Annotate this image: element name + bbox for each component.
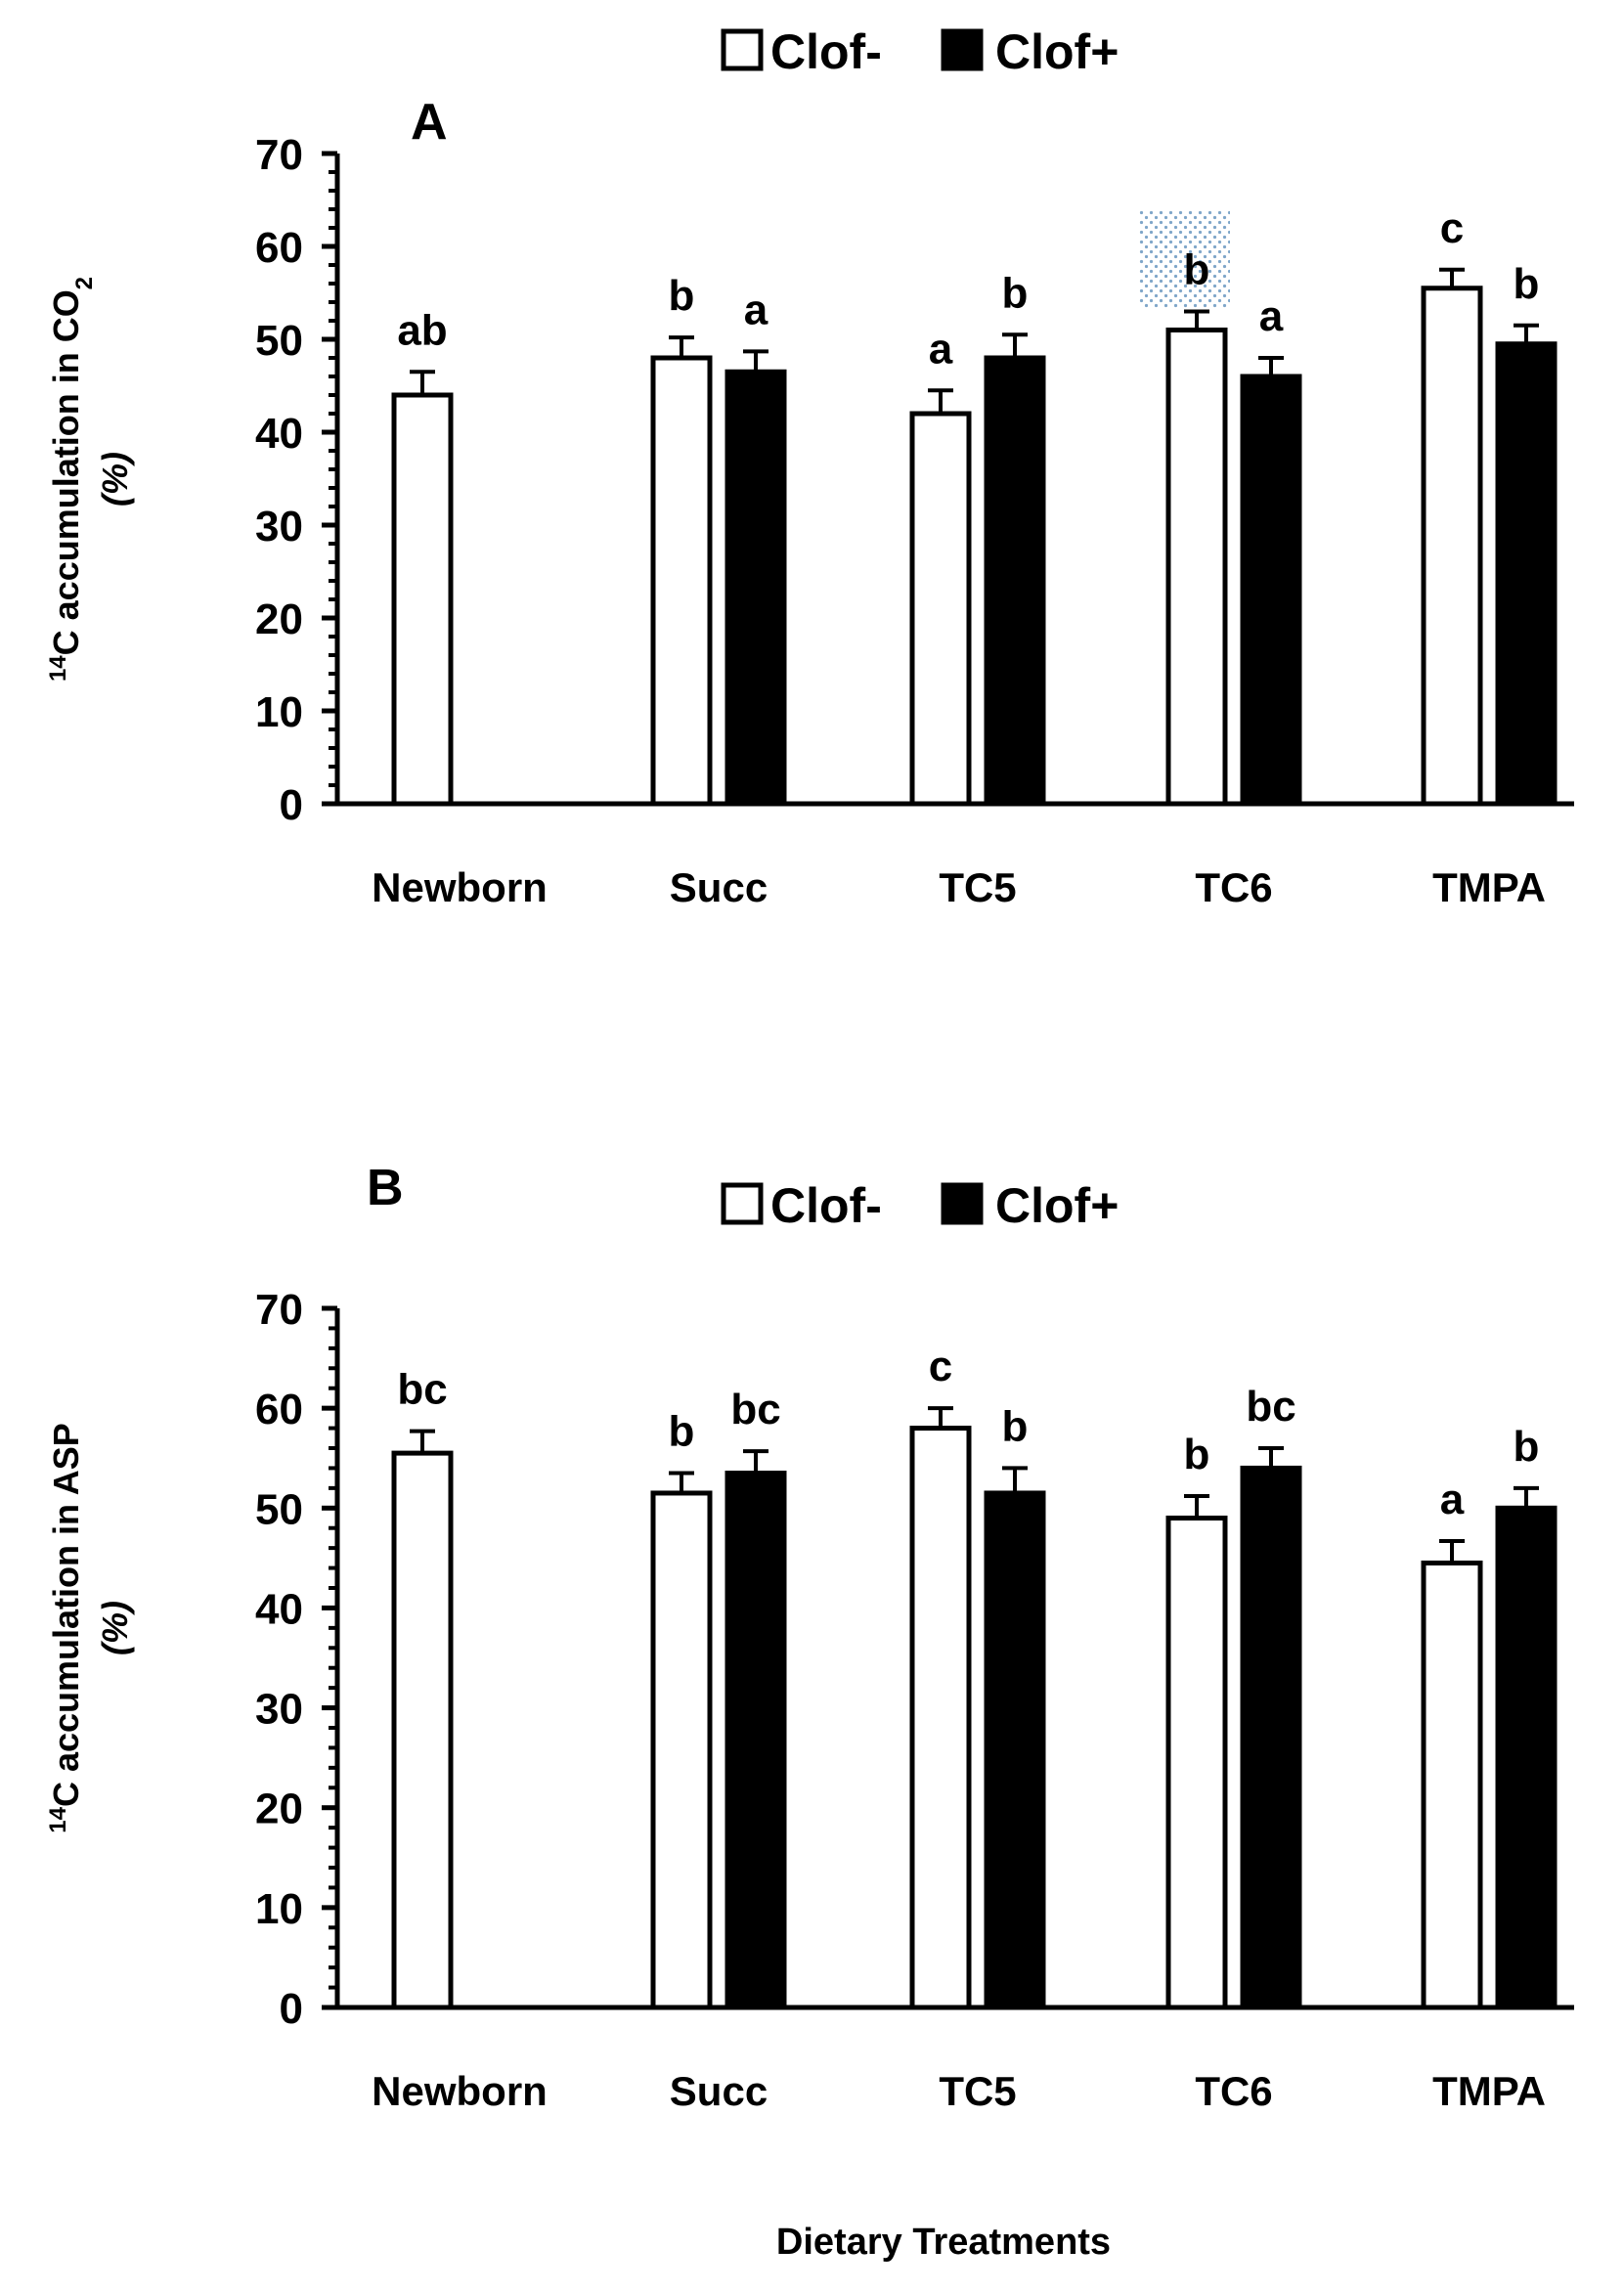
significance-label: a xyxy=(744,286,768,333)
y-tick-label: 0 xyxy=(280,781,303,829)
panel-letter: B xyxy=(367,1160,404,1216)
y-axis-title-main: C accumulation in ASP xyxy=(46,1423,86,1807)
y-axis-title-text: 14C accumulation in CO2 xyxy=(45,277,98,682)
x-category-label: Succ xyxy=(670,2068,768,2114)
y-tick-label: 30 xyxy=(255,503,303,551)
x-category-label: TMPA xyxy=(1432,2068,1546,2114)
bar-clof-minus xyxy=(1421,286,1483,807)
y-axis-title-superscript: 14 xyxy=(45,655,71,682)
y-tick-label: 60 xyxy=(255,1386,303,1433)
x-category-label: TC6 xyxy=(1195,864,1272,910)
x-category-label: Succ xyxy=(670,864,768,910)
y-tick-label: 40 xyxy=(255,410,303,458)
legend-label-clof-plus: Clof+ xyxy=(995,1178,1119,1233)
y-tick-label: 70 xyxy=(255,1286,303,1334)
y-tick-label: 0 xyxy=(280,1985,303,2033)
significance-label: bc xyxy=(397,1366,447,1414)
bar-clof-minus xyxy=(650,1490,713,2010)
y-axis-title-superscript: 14 xyxy=(45,1806,71,1832)
bar-clof-plus xyxy=(724,1471,787,2010)
legend-label-clof-plus: Clof+ xyxy=(995,24,1119,79)
y-tick-label: 70 xyxy=(255,131,303,179)
x-axis-title: Dietary Treatments xyxy=(776,2222,1111,2263)
significance-label: b xyxy=(669,1408,695,1456)
y-tick-label: 10 xyxy=(255,1885,303,1933)
significance-label: b xyxy=(1184,1431,1210,1478)
y-axis-title: 14C accumulation in CO2(%) xyxy=(45,277,136,682)
y-tick-label: 30 xyxy=(255,1686,303,1734)
significance-label: b xyxy=(1002,269,1029,317)
legend-label-clof-minus: Clof- xyxy=(770,1178,882,1233)
bar-clof-plus xyxy=(1240,374,1302,807)
significance-label: bc xyxy=(1246,1383,1295,1431)
y-tick-label: 20 xyxy=(255,595,303,643)
panel-letter: A xyxy=(411,94,448,151)
bar-clof-minus xyxy=(391,1450,454,2010)
x-category-label: TC5 xyxy=(939,864,1016,910)
y-tick-label: 60 xyxy=(255,224,303,272)
significance-label: b xyxy=(1002,1402,1029,1450)
bar-clof-minus xyxy=(1165,328,1228,807)
bar-clof-minus xyxy=(650,355,713,807)
y-axis-title: 14C accumulation in ASP (%) xyxy=(45,1423,136,1832)
significance-label: c xyxy=(929,1343,952,1390)
x-category-label: TC5 xyxy=(939,2068,1016,2114)
significance-label: b xyxy=(669,272,695,320)
significance-label: b xyxy=(1184,246,1210,294)
legend-swatch-clof-minus xyxy=(721,1182,764,1225)
y-tick-label: 10 xyxy=(255,688,303,736)
bar-clof-plus xyxy=(984,355,1046,807)
significance-label: b xyxy=(1514,1423,1540,1471)
bar-clof-minus xyxy=(391,392,454,807)
bar-clof-plus xyxy=(1240,1465,1302,2010)
x-category-label: TMPA xyxy=(1432,864,1546,910)
legend-swatch-clof-plus xyxy=(941,28,984,71)
y-axis-title-unit: (%) xyxy=(95,1601,135,1655)
significance-label: a xyxy=(929,325,953,373)
bar-clof-plus xyxy=(1495,1505,1558,2010)
legend: Clof- Clof+ xyxy=(721,24,1119,79)
significance-label: b xyxy=(1514,260,1540,308)
x-category-label: Newborn xyxy=(372,864,548,910)
bar-clof-plus xyxy=(984,1490,1046,2010)
x-category-label: Newborn xyxy=(372,2068,548,2114)
significance-label: c xyxy=(1440,204,1464,252)
y-axis-title-text: 14C accumulation in ASP xyxy=(45,1423,87,1832)
y-axis-title-subscript: 2 xyxy=(71,277,98,289)
y-axis-title-main: C accumulation in CO xyxy=(46,289,86,655)
legend: Clof- Clof+ xyxy=(721,1178,1119,1233)
y-tick-label: 40 xyxy=(255,1585,303,1633)
bar-clof-minus xyxy=(909,1426,972,2010)
chart-panel-b: Clof- Clof+ B 14C accumulation in ASP (%) 0 10… xyxy=(45,1160,1574,2263)
legend-swatch-clof-plus xyxy=(941,1182,984,1225)
bar-clof-plus xyxy=(1495,341,1558,807)
legend-swatch-clof-minus xyxy=(721,28,764,71)
legend-label-clof-minus: Clof- xyxy=(770,24,882,79)
highlight-box xyxy=(1139,210,1230,308)
y-tick-label: 50 xyxy=(255,317,303,365)
y-tick-label: 50 xyxy=(255,1485,303,1533)
bar-clof-minus xyxy=(1165,1516,1228,2010)
x-category-label: TC6 xyxy=(1195,2068,1272,2114)
significance-label: a xyxy=(1440,1476,1465,1523)
significance-label: bc xyxy=(730,1386,780,1433)
bar-clof-minus xyxy=(1421,1560,1483,2010)
bar-clof-minus xyxy=(909,411,972,807)
significance-label: a xyxy=(1259,292,1284,340)
significance-label: ab xyxy=(397,306,447,354)
y-axis-title-unit: (%) xyxy=(95,452,135,507)
y-tick-label: 20 xyxy=(255,1785,303,1833)
bar-clof-plus xyxy=(724,369,787,807)
